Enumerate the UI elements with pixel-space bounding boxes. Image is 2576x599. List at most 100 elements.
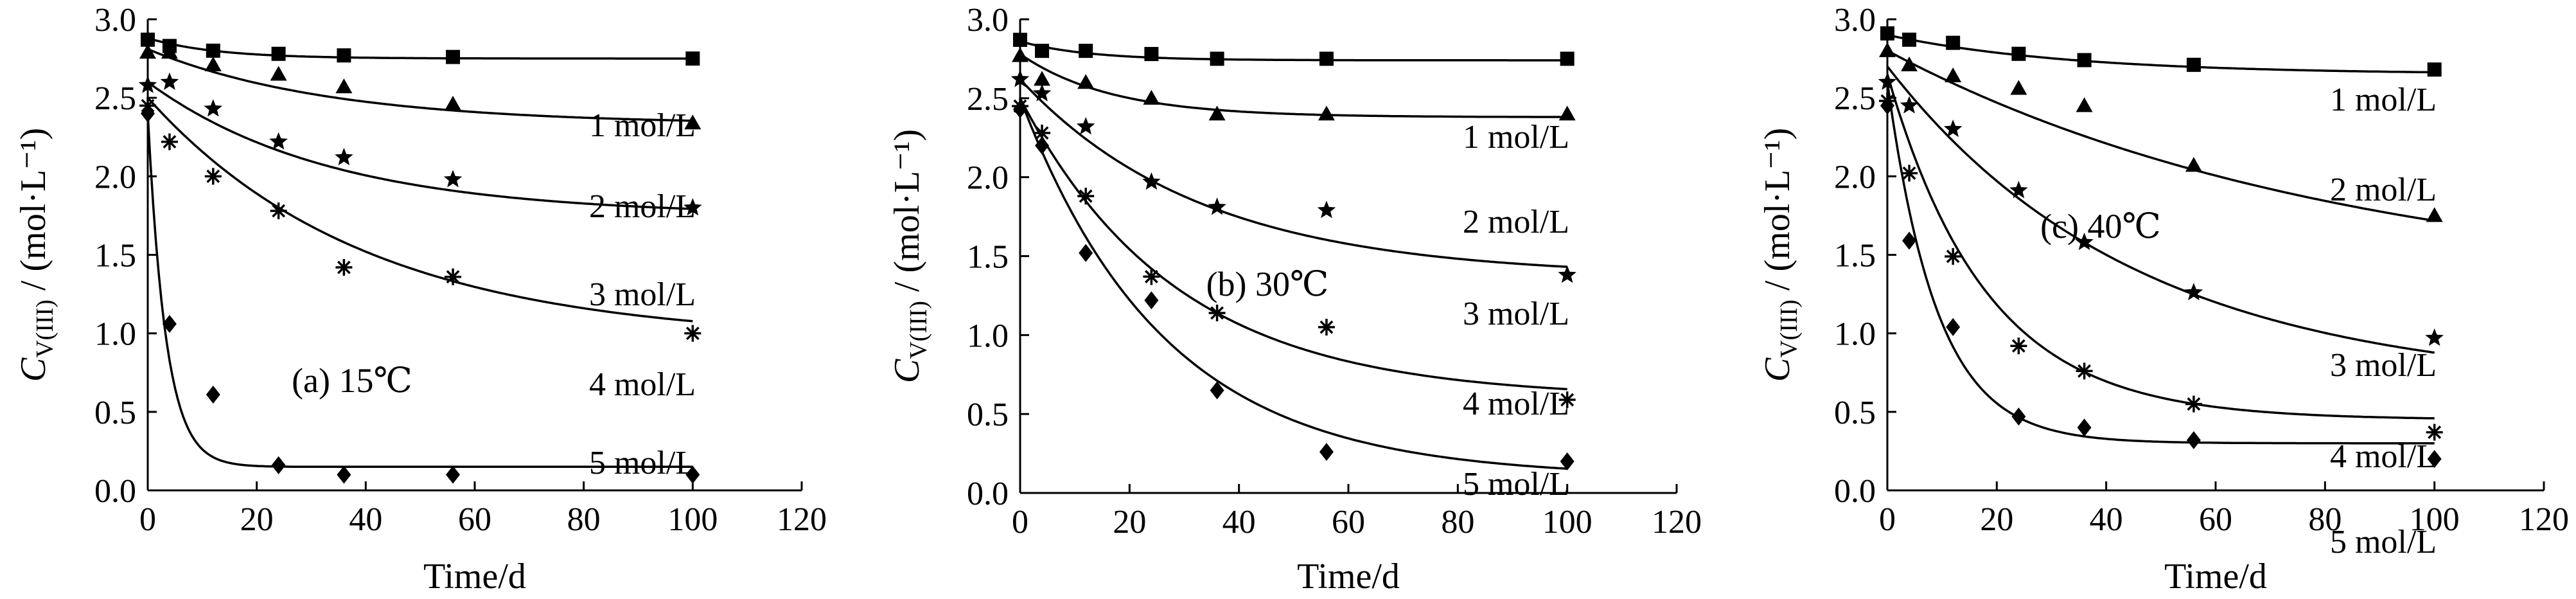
data-point-asterisk <box>2010 337 2027 355</box>
chart-panel-3: 0 20 40 60 80 100 120 0.0 0.5 1.0 1.5 2.0 2.5 3.0 Time… <box>1758 2 2569 596</box>
data-point-star <box>1032 84 1052 102</box>
y-tick-label: 3.0 <box>967 2 1009 39</box>
x-tick-label: 80 <box>2308 501 2342 538</box>
y-tick-label: 2.0 <box>94 159 136 195</box>
panel-label: (b) 30℃ <box>1206 265 1329 303</box>
data-point-star <box>2009 181 2028 199</box>
data-point-diamond <box>685 465 700 484</box>
data-point-diamond <box>206 385 220 404</box>
data-point-triangle <box>1034 71 1051 86</box>
x-axis-title: Time/d <box>423 557 526 596</box>
data-point-diamond <box>1880 96 1894 115</box>
data-point-triangle <box>204 56 222 71</box>
data-point-triangle <box>684 114 701 130</box>
data-point-diamond <box>2077 418 2092 437</box>
data-point-asterisk <box>2185 395 2202 413</box>
y-tick-label: 3.0 <box>94 2 136 39</box>
data-point-triangle <box>1143 89 1160 105</box>
data-point-star <box>684 198 702 216</box>
x-tick-label: 40 <box>2090 501 2123 538</box>
x-tick-label: 100 <box>667 501 718 538</box>
data-point-star <box>1208 197 1226 215</box>
asterisk-stroke <box>446 270 460 284</box>
data-point-square <box>1319 51 1334 66</box>
data-point-square <box>2186 57 2201 72</box>
data-point-star <box>443 170 463 188</box>
fit-line-1 <box>1019 40 1567 62</box>
fit-line-2 <box>1019 53 1567 118</box>
data-point-triangle <box>1945 67 1962 82</box>
data-point-asterisk <box>161 133 178 150</box>
x-axis-title: Time/d <box>1297 557 1400 596</box>
data-point-diamond <box>2427 450 2442 469</box>
data-point-square <box>337 48 351 63</box>
data-point-asterisk <box>1318 319 1335 336</box>
fit-line-5 <box>1019 98 1567 470</box>
data-point-diamond <box>162 315 177 334</box>
x-tick-label: 40 <box>1222 504 1256 541</box>
fit-line-1 <box>1887 33 2435 74</box>
data-point-square <box>1946 35 1961 50</box>
series-label: 4 mol/L <box>2330 438 2437 475</box>
data-point-diamond <box>1902 231 1917 250</box>
data-point-triangle <box>1077 74 1095 89</box>
asterisk-stroke <box>1319 320 1334 334</box>
data-point-asterisk <box>270 202 287 220</box>
asterisk-stroke <box>1946 249 1960 264</box>
data-point-diamond <box>141 104 155 123</box>
y-tick-label: 0.0 <box>967 476 1009 512</box>
y-tick-label: 0.5 <box>1834 395 1876 431</box>
data-point-star <box>1900 96 1919 114</box>
asterisk-stroke <box>1560 393 1575 407</box>
y-axis-title-subscript: V(III) <box>905 301 932 359</box>
x-axis-title: Time/d <box>2164 557 2267 596</box>
series-label: 1 mol/L <box>589 107 696 144</box>
data-point-diamond <box>1210 381 1224 400</box>
y-axis-title-subscript: V(III) <box>1776 300 1803 358</box>
chart-panel-2: 0 20 40 60 80 100 120 0.0 0.5 1.0 1.5 2.0 2.5 3.0 Time… <box>887 2 1702 596</box>
data-point-diamond <box>1319 443 1334 461</box>
data-point-asterisk <box>2426 424 2443 441</box>
asterisk-stroke <box>2078 364 2092 378</box>
y-axis-title: CV(III) / (mol·L⁻¹) <box>13 128 58 382</box>
fit-line-4 <box>1886 74 2435 420</box>
data-point-triangle <box>139 44 156 59</box>
data-point-triangle <box>161 44 178 59</box>
y-axis-title: CV(III) / (mol·L⁻¹) <box>887 129 932 383</box>
asterisk-stroke <box>337 260 351 274</box>
x-tick-label: 80 <box>567 501 601 538</box>
series-label: 1 mol/L <box>2330 82 2437 118</box>
data-point-asterisk <box>204 168 222 185</box>
x-tick-label: 20 <box>240 501 274 538</box>
asterisk-stroke <box>2011 339 2025 353</box>
x-tick-label: 120 <box>1652 504 1702 541</box>
asterisk-stroke <box>272 204 286 218</box>
asterisk-stroke <box>685 326 700 341</box>
data-point-asterisk <box>335 259 353 276</box>
data-point-star <box>160 72 179 90</box>
data-point-triangle <box>2185 157 2202 172</box>
fit-line-5 <box>146 113 693 469</box>
data-point-diamond <box>2186 431 2201 449</box>
x-tick-label: 0 <box>1012 504 1028 541</box>
y-axis-title-symbol: C <box>887 359 927 383</box>
y-tick-label: 2.5 <box>967 81 1009 118</box>
data-point-diamond <box>1144 291 1159 310</box>
y-tick-label: 3.0 <box>1834 2 1876 39</box>
y-axis-title-subscript: V(III) <box>31 300 58 358</box>
y-axis-title-unit: / (mol·L⁻¹) <box>13 128 53 300</box>
fit-line-4 <box>146 97 693 323</box>
data-point-diamond <box>1035 136 1050 155</box>
panel-label: (a) 15℃ <box>292 361 412 400</box>
data-point-square <box>2077 53 2092 67</box>
data-point-diamond <box>1560 452 1575 470</box>
data-point-asterisk <box>1208 304 1226 321</box>
y-axis-title-unit: / (mol·L⁻¹) <box>1758 128 1797 300</box>
x-tick-label: 100 <box>1542 504 1592 541</box>
asterisk-stroke <box>2187 397 2201 411</box>
data-point-triangle <box>2076 97 2093 112</box>
asterisk-stroke <box>206 169 220 183</box>
data-point-diamond <box>1079 244 1093 262</box>
y-tick-label: 2.0 <box>1834 159 1876 195</box>
